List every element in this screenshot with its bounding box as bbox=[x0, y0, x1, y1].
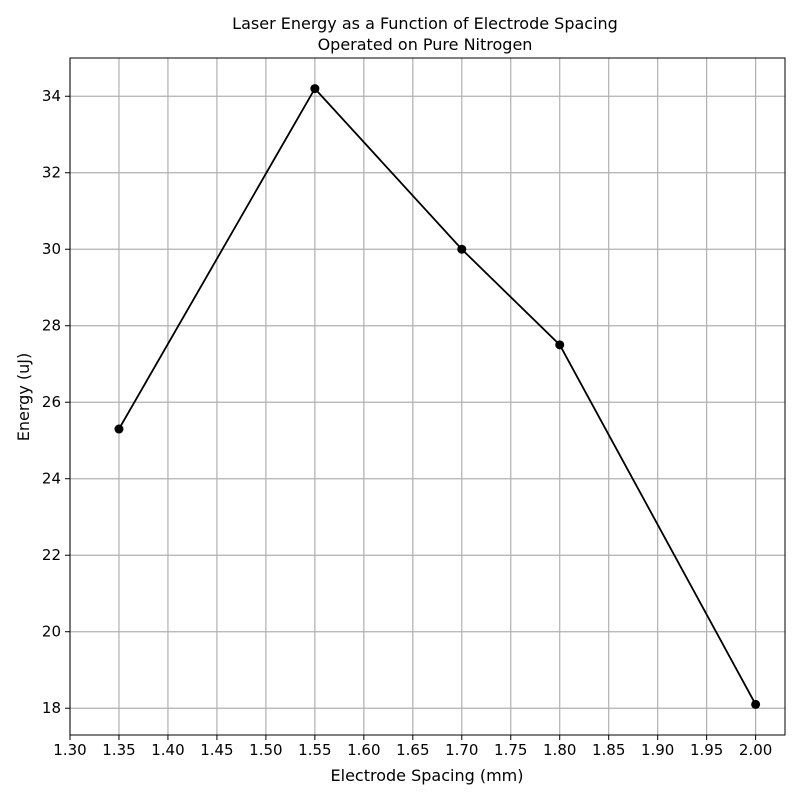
y-tick-label: 28 bbox=[42, 317, 61, 335]
x-tick-label: 1.60 bbox=[347, 741, 380, 759]
y-tick-label: 34 bbox=[42, 87, 61, 105]
y-tick-label: 30 bbox=[42, 240, 61, 258]
series-line-group bbox=[114, 84, 761, 709]
plot-frame bbox=[69, 57, 786, 736]
tick-group: 1.30 1.35 1.40 1.45 1.50 1.55 1.60 1.65 1.70 1.75… bbox=[42, 87, 772, 759]
x-tick-label: 1.70 bbox=[445, 741, 478, 759]
x-tick-label: 1.65 bbox=[396, 741, 429, 759]
y-tick-label: 20 bbox=[42, 623, 61, 641]
x-tick-label: 1.50 bbox=[249, 741, 282, 759]
chart-title: Laser Energy as a Function of Electrode … bbox=[232, 14, 618, 33]
series-line bbox=[118, 87, 757, 705]
x-tick-label: 1.40 bbox=[151, 741, 184, 759]
y-tick-label: 32 bbox=[42, 164, 61, 182]
x-tick-label: 1.85 bbox=[592, 741, 625, 759]
x-tick-label: 1.35 bbox=[102, 741, 135, 759]
data-point bbox=[310, 84, 320, 94]
y-tick-label: 26 bbox=[42, 393, 61, 411]
grid bbox=[69, 58, 785, 735]
data-point bbox=[555, 340, 565, 350]
x-axis-label: Electrode Spacing (mm) bbox=[331, 766, 524, 785]
x-tick-label: 1.45 bbox=[200, 741, 233, 759]
x-tick-label: 1.55 bbox=[298, 741, 331, 759]
chart-subtitle: Operated on Pure Nitrogen bbox=[318, 35, 533, 54]
data-point bbox=[114, 424, 124, 434]
data-point bbox=[457, 244, 467, 254]
x-tick-label: 2.00 bbox=[739, 741, 772, 759]
y-tick-label: 24 bbox=[42, 470, 61, 488]
x-tick-label: 1.75 bbox=[494, 741, 527, 759]
x-tick-label: 1.30 bbox=[53, 741, 86, 759]
y-tick-label: 22 bbox=[42, 546, 61, 564]
y-tick-label: 18 bbox=[42, 699, 61, 717]
x-tick-label: 1.95 bbox=[690, 741, 723, 759]
x-tick-label: 1.90 bbox=[641, 741, 674, 759]
x-tick-label: 1.80 bbox=[543, 741, 576, 759]
y-axis-label: Energy (uJ) bbox=[14, 353, 33, 441]
data-point bbox=[751, 699, 761, 709]
